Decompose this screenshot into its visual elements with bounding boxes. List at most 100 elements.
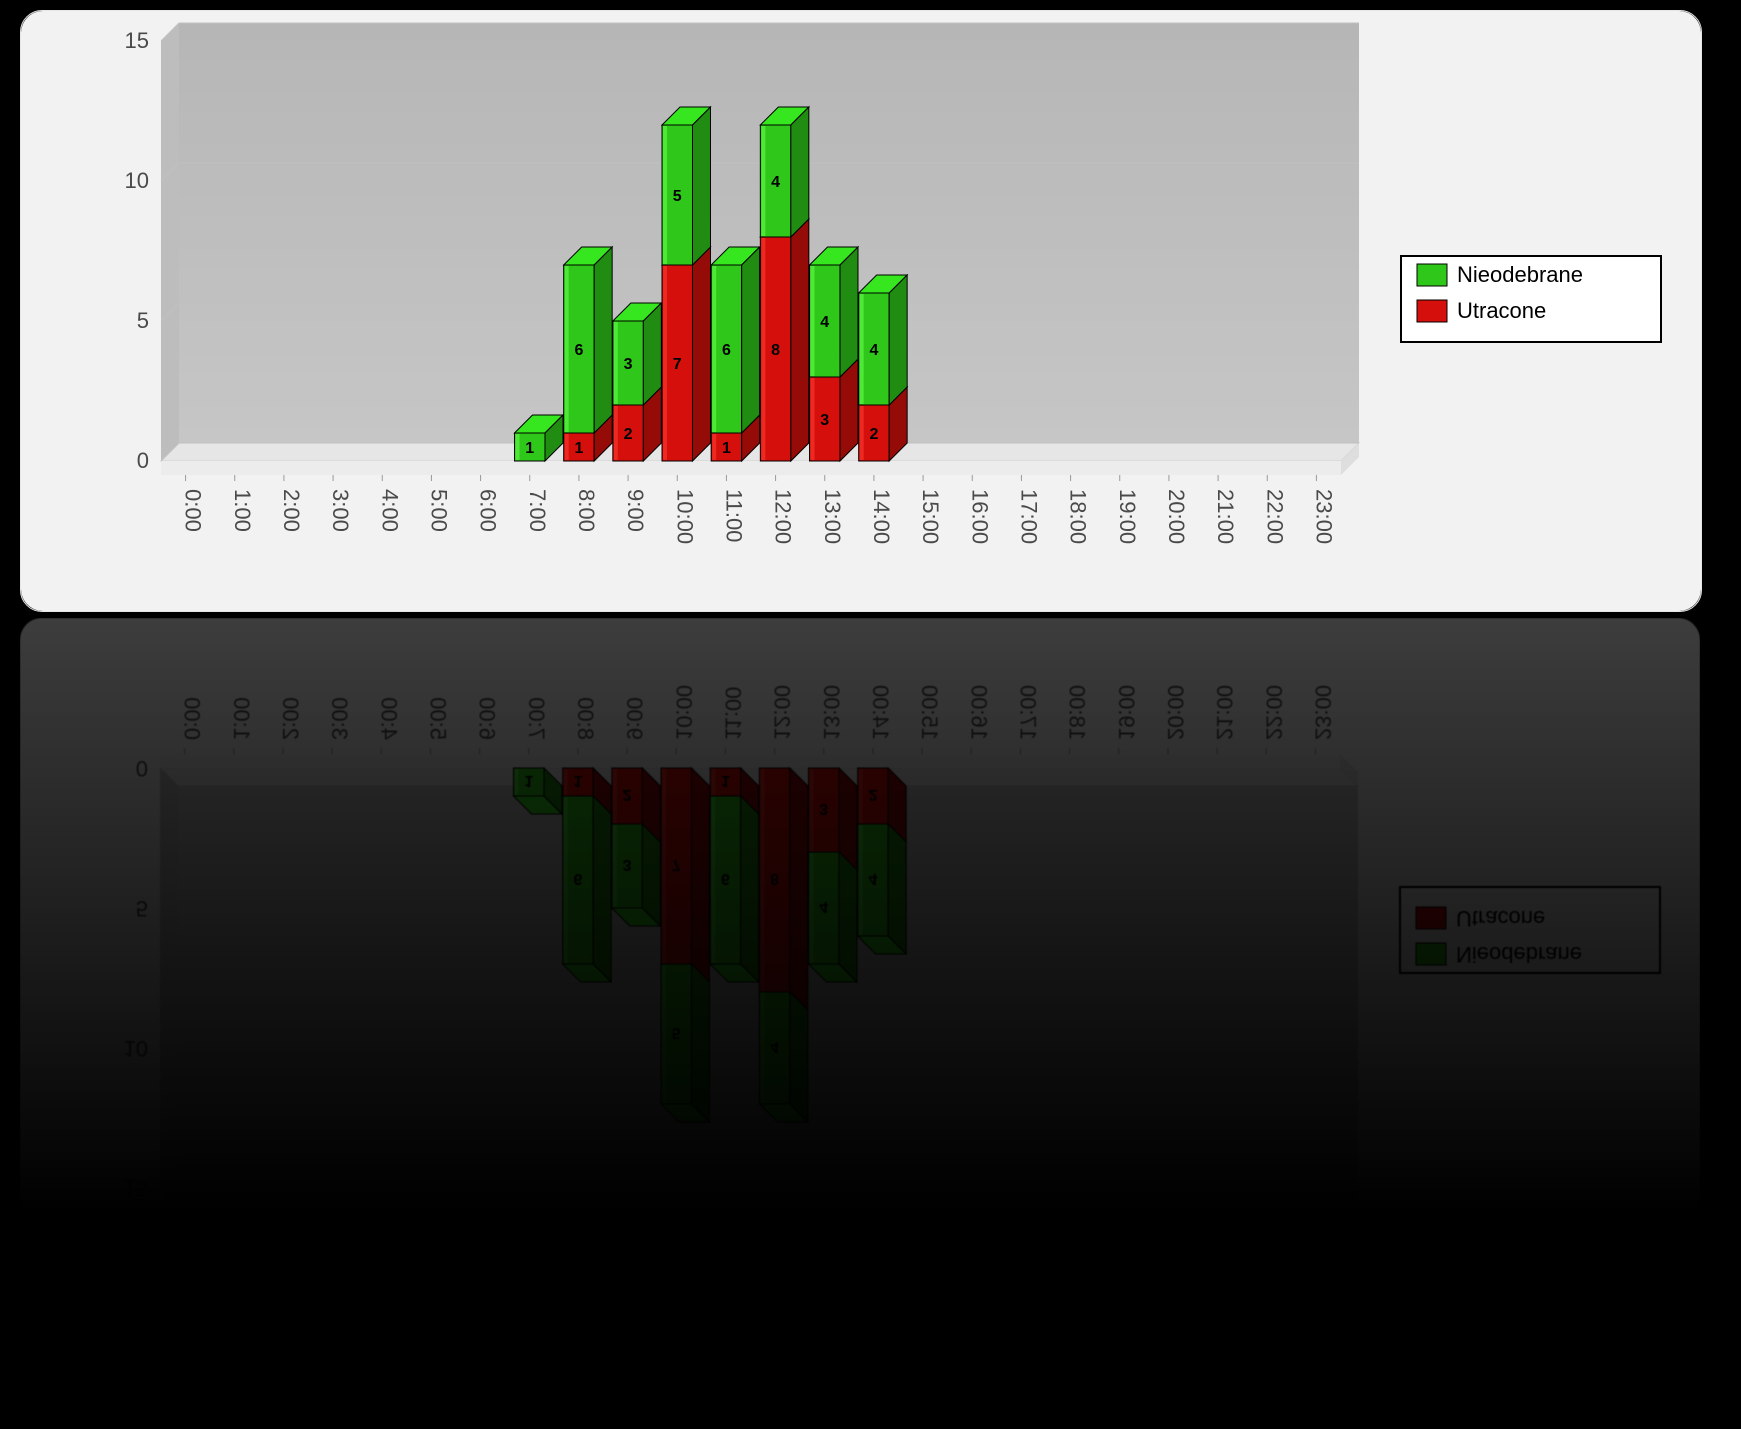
chart-card-reflection: 0510150:001:002:003:004:005:006:0017:001… bbox=[20, 618, 1700, 1218]
stacked-bar-chart: 0510150:001:002:003:004:005:006:0017:001… bbox=[21, 11, 1701, 611]
bar-side-face bbox=[593, 768, 611, 814]
legend-swatch bbox=[1416, 907, 1446, 929]
bar-side-face bbox=[790, 992, 808, 1122]
bar-highlight bbox=[860, 406, 864, 460]
bar-segment bbox=[563, 768, 593, 796]
x-tick-label: 12:00 bbox=[770, 685, 795, 740]
x-tick-label: 10:00 bbox=[672, 489, 697, 544]
x-tick-label: 13:00 bbox=[819, 685, 844, 740]
bar-data-label: 4 bbox=[770, 1038, 779, 1055]
x-tick-label: 9:00 bbox=[622, 697, 647, 740]
bar-highlight bbox=[712, 434, 716, 460]
bar-highlight bbox=[859, 825, 863, 935]
x-tick-label: 19:00 bbox=[1114, 685, 1139, 740]
bar-side-face bbox=[741, 796, 759, 982]
bar-top-face bbox=[858, 936, 906, 954]
x-tick-label: 12:00 bbox=[771, 489, 796, 544]
x-tick-label: 23:00 bbox=[1310, 685, 1335, 740]
x-tick-label: 11:00 bbox=[721, 489, 746, 542]
y-tick-label: 10 bbox=[125, 168, 149, 193]
bar-side-face bbox=[642, 824, 660, 926]
x-tick-label: 1:00 bbox=[230, 489, 255, 532]
bar-segment bbox=[612, 824, 642, 908]
bar-data-label: 2 bbox=[869, 426, 878, 443]
bar-data-label: 4 bbox=[771, 174, 780, 191]
bar-side-face bbox=[691, 964, 709, 1122]
chart-side-wall bbox=[161, 23, 179, 461]
bar-data-label: 2 bbox=[624, 426, 633, 443]
bar-data-label: 7 bbox=[672, 856, 681, 873]
bar-segment bbox=[661, 964, 691, 1104]
bar-top-face bbox=[612, 824, 660, 842]
bar-side-face bbox=[790, 768, 808, 1010]
bar-segment bbox=[563, 796, 593, 964]
y-tick-label: 0 bbox=[136, 756, 148, 781]
bar-top-face bbox=[612, 908, 660, 926]
bar-highlight bbox=[614, 406, 618, 460]
x-tick-label: 0:00 bbox=[181, 489, 206, 532]
x-tick-label: 3:00 bbox=[328, 489, 353, 532]
bar-segment bbox=[858, 768, 888, 824]
x-tick-label: 19:00 bbox=[1115, 489, 1140, 544]
bar-side-face bbox=[692, 107, 710, 265]
x-tick-label: 16:00 bbox=[967, 489, 992, 544]
bar-data-label: 3 bbox=[820, 412, 829, 429]
bar-highlight bbox=[565, 266, 569, 432]
bar-side-face bbox=[593, 796, 611, 982]
bar-segment bbox=[809, 852, 839, 964]
x-tick-label: 11:00 bbox=[720, 687, 745, 740]
bar-segment bbox=[661, 768, 691, 964]
bar-top-face bbox=[759, 992, 807, 1010]
bar-data-label: 4 bbox=[869, 342, 878, 359]
x-tick-label: 10:00 bbox=[671, 685, 696, 740]
bar-highlight bbox=[811, 378, 815, 460]
bar-segment bbox=[710, 796, 740, 964]
y-tick-label: 0 bbox=[137, 448, 149, 473]
bar-top-face bbox=[809, 852, 857, 870]
bar-highlight bbox=[860, 294, 864, 404]
bar-data-label: 5 bbox=[673, 188, 682, 205]
chart-card-bg bbox=[20, 618, 1700, 1218]
bar-segment bbox=[759, 768, 789, 992]
bar-highlight bbox=[662, 965, 666, 1103]
x-tick-label: 5:00 bbox=[426, 489, 451, 532]
x-tick-label: 2:00 bbox=[278, 697, 303, 740]
bar-top-face bbox=[661, 964, 709, 982]
bar-top-face bbox=[759, 1104, 807, 1122]
bar-side-face bbox=[544, 768, 562, 814]
x-tick-label: 17:00 bbox=[1015, 685, 1040, 740]
bar-side-face bbox=[839, 768, 857, 870]
bar-data-label: 6 bbox=[574, 342, 583, 359]
bar-data-label: 8 bbox=[771, 342, 780, 359]
x-tick-label: 6:00 bbox=[475, 697, 500, 740]
bar-segment bbox=[514, 768, 544, 796]
x-tick-label: 23:00 bbox=[1311, 489, 1336, 544]
bar-side-face bbox=[889, 275, 907, 405]
x-tick-label: 9:00 bbox=[623, 489, 648, 532]
bar-highlight bbox=[565, 434, 569, 460]
chart-floor-right bbox=[1340, 754, 1358, 786]
bar-data-label: 1 bbox=[525, 440, 534, 457]
bar-segment bbox=[809, 768, 839, 852]
bar-top-face bbox=[514, 796, 562, 814]
bar-data-label: 6 bbox=[721, 870, 730, 887]
bar-top-face bbox=[563, 964, 611, 982]
bar-top-face bbox=[563, 796, 611, 814]
chart-side-wall bbox=[160, 768, 178, 1206]
x-tick-label: 15:00 bbox=[917, 685, 942, 740]
chart-card: 0510150:001:002:003:004:005:006:0017:001… bbox=[20, 10, 1702, 612]
bar-highlight bbox=[662, 769, 666, 963]
x-tick-label: 6:00 bbox=[476, 489, 501, 532]
x-tick-label: 7:00 bbox=[525, 489, 550, 532]
bar-highlight bbox=[516, 434, 520, 460]
x-tick-label: 4:00 bbox=[376, 697, 401, 740]
bar-highlight bbox=[614, 322, 618, 404]
bar-data-label: 2 bbox=[623, 786, 632, 803]
x-tick-label: 3:00 bbox=[327, 697, 352, 740]
bar-highlight bbox=[811, 266, 815, 376]
legend-label: Nieodebrane bbox=[1456, 942, 1582, 967]
bar-highlight bbox=[761, 238, 765, 460]
bar-highlight bbox=[613, 825, 617, 907]
legend-label: Utracone bbox=[1456, 906, 1545, 931]
x-tick-label: 1:00 bbox=[229, 697, 254, 740]
